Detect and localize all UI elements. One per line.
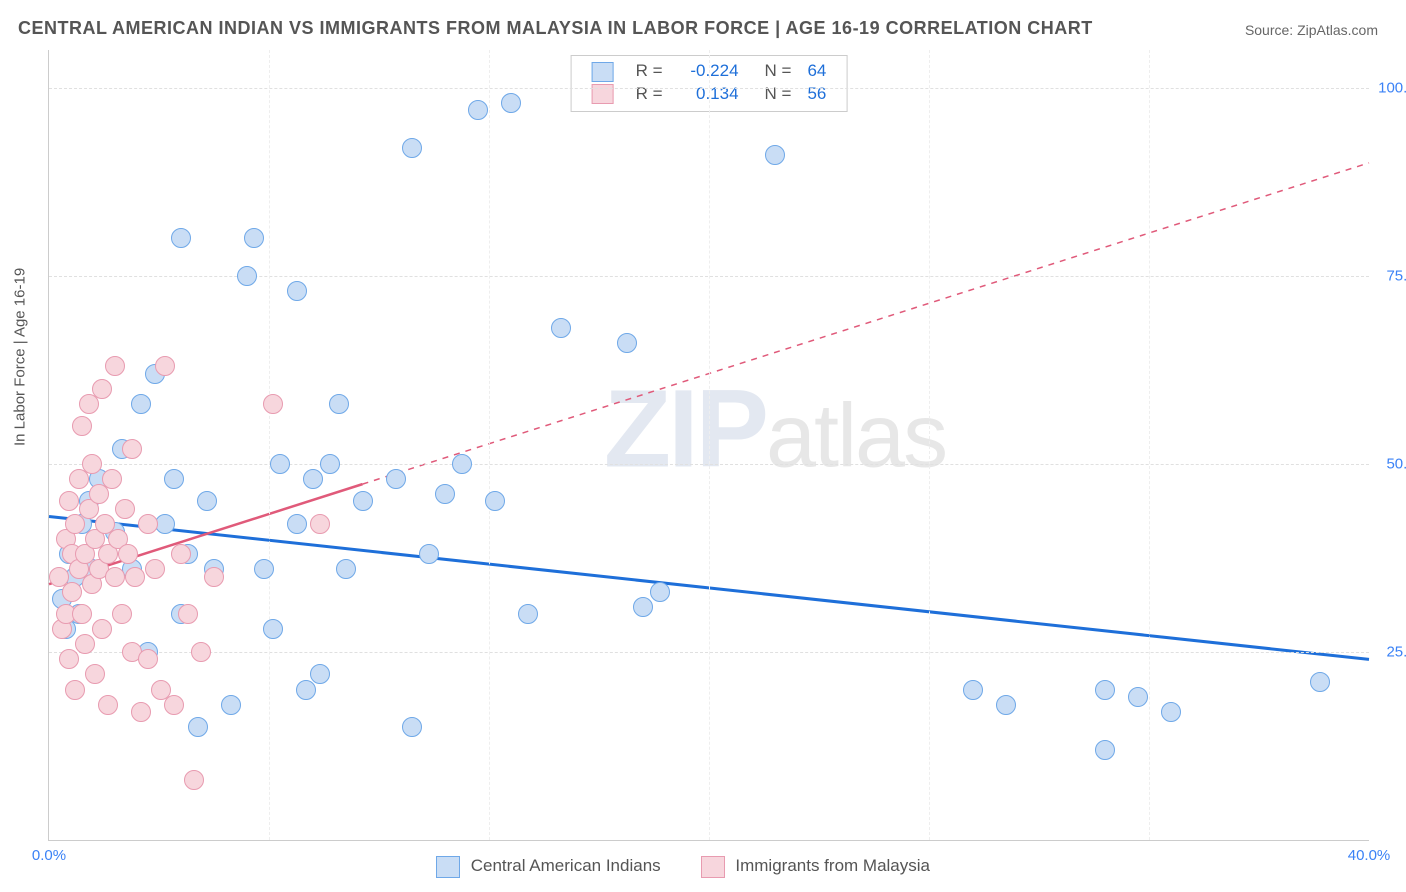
data-point: [62, 582, 82, 602]
data-point: [82, 454, 102, 474]
data-point: [131, 394, 151, 414]
data-point: [164, 695, 184, 715]
gridline-vertical: [709, 50, 710, 840]
y-tick-label: 75.0%: [1386, 267, 1406, 284]
data-point: [115, 499, 135, 519]
data-point: [501, 93, 521, 113]
data-point: [419, 544, 439, 564]
chart-title: CENTRAL AMERICAN INDIAN VS IMMIGRANTS FR…: [18, 18, 1093, 39]
source-link[interactable]: ZipAtlas.com: [1297, 22, 1378, 38]
data-point: [72, 416, 92, 436]
data-point: [254, 559, 274, 579]
data-point: [402, 138, 422, 158]
data-point: [402, 717, 422, 737]
y-tick-label: 50.0%: [1386, 455, 1406, 472]
data-point: [270, 454, 290, 474]
data-point: [1310, 672, 1330, 692]
data-point: [1095, 680, 1115, 700]
data-point: [65, 680, 85, 700]
data-point: [131, 702, 151, 722]
gridline-vertical: [489, 50, 490, 840]
data-point: [204, 567, 224, 587]
data-point: [184, 770, 204, 790]
data-point: [112, 604, 132, 624]
legend-label: Immigrants from Malaysia: [735, 856, 930, 875]
data-point: [310, 664, 330, 684]
legend-swatch: [701, 856, 725, 878]
data-point: [287, 514, 307, 534]
data-point: [155, 356, 175, 376]
data-point: [353, 491, 373, 511]
data-point: [485, 491, 505, 511]
data-point: [125, 567, 145, 587]
data-point: [1095, 740, 1115, 760]
data-point: [105, 567, 125, 587]
legend-label: Central American Indians: [471, 856, 661, 875]
data-point: [191, 642, 211, 662]
data-point: [145, 559, 165, 579]
data-point: [171, 544, 191, 564]
data-point: [221, 695, 241, 715]
data-point: [963, 680, 983, 700]
data-point: [1128, 687, 1148, 707]
y-tick-label: 25.0%: [1386, 643, 1406, 660]
data-point: [98, 695, 118, 715]
data-point: [263, 394, 283, 414]
data-point: [92, 379, 112, 399]
series-legend: Central American Indians Immigrants from…: [0, 856, 1406, 878]
data-point: [518, 604, 538, 624]
data-point: [1161, 702, 1181, 722]
gridline-vertical: [1149, 50, 1150, 840]
data-point: [72, 604, 92, 624]
data-point: [237, 266, 257, 286]
data-point: [138, 649, 158, 669]
y-axis-title: In Labor Force | Age 16-19: [12, 268, 29, 446]
plot-area: ZIPatlas R =-0.224N =64R =0.134N =56 25.…: [48, 50, 1369, 841]
data-point: [138, 514, 158, 534]
data-point: [386, 469, 406, 489]
data-point: [320, 454, 340, 474]
data-point: [650, 582, 670, 602]
legend-item: Immigrants from Malaysia: [701, 856, 930, 875]
data-point: [303, 469, 323, 489]
trend-line-dashed: [363, 163, 1370, 484]
data-point: [996, 695, 1016, 715]
data-point: [164, 469, 184, 489]
data-point: [59, 491, 79, 511]
data-point: [171, 228, 191, 248]
data-point: [336, 559, 356, 579]
data-point: [59, 649, 79, 669]
data-point: [188, 717, 208, 737]
data-point: [287, 281, 307, 301]
data-point: [452, 454, 472, 474]
data-point: [122, 439, 142, 459]
data-point: [468, 100, 488, 120]
data-point: [765, 145, 785, 165]
data-point: [329, 394, 349, 414]
data-point: [197, 491, 217, 511]
source-label: Source:: [1245, 22, 1293, 38]
source-attribution: Source: ZipAtlas.com: [1245, 22, 1378, 38]
data-point: [263, 619, 283, 639]
legend-item: Central American Indians: [436, 856, 661, 875]
data-point: [633, 597, 653, 617]
data-point: [85, 664, 105, 684]
data-point: [244, 228, 264, 248]
gridline-vertical: [929, 50, 930, 840]
data-point: [617, 333, 637, 353]
gridline-vertical: [269, 50, 270, 840]
y-tick-label: 100.0%: [1378, 79, 1406, 96]
data-point: [310, 514, 330, 534]
data-point: [105, 356, 125, 376]
data-point: [75, 634, 95, 654]
data-point: [92, 619, 112, 639]
data-point: [435, 484, 455, 504]
data-point: [118, 544, 138, 564]
chart-container: CENTRAL AMERICAN INDIAN VS IMMIGRANTS FR…: [0, 0, 1406, 892]
data-point: [551, 318, 571, 338]
data-point: [178, 604, 198, 624]
data-point: [102, 469, 122, 489]
legend-swatch: [436, 856, 460, 878]
